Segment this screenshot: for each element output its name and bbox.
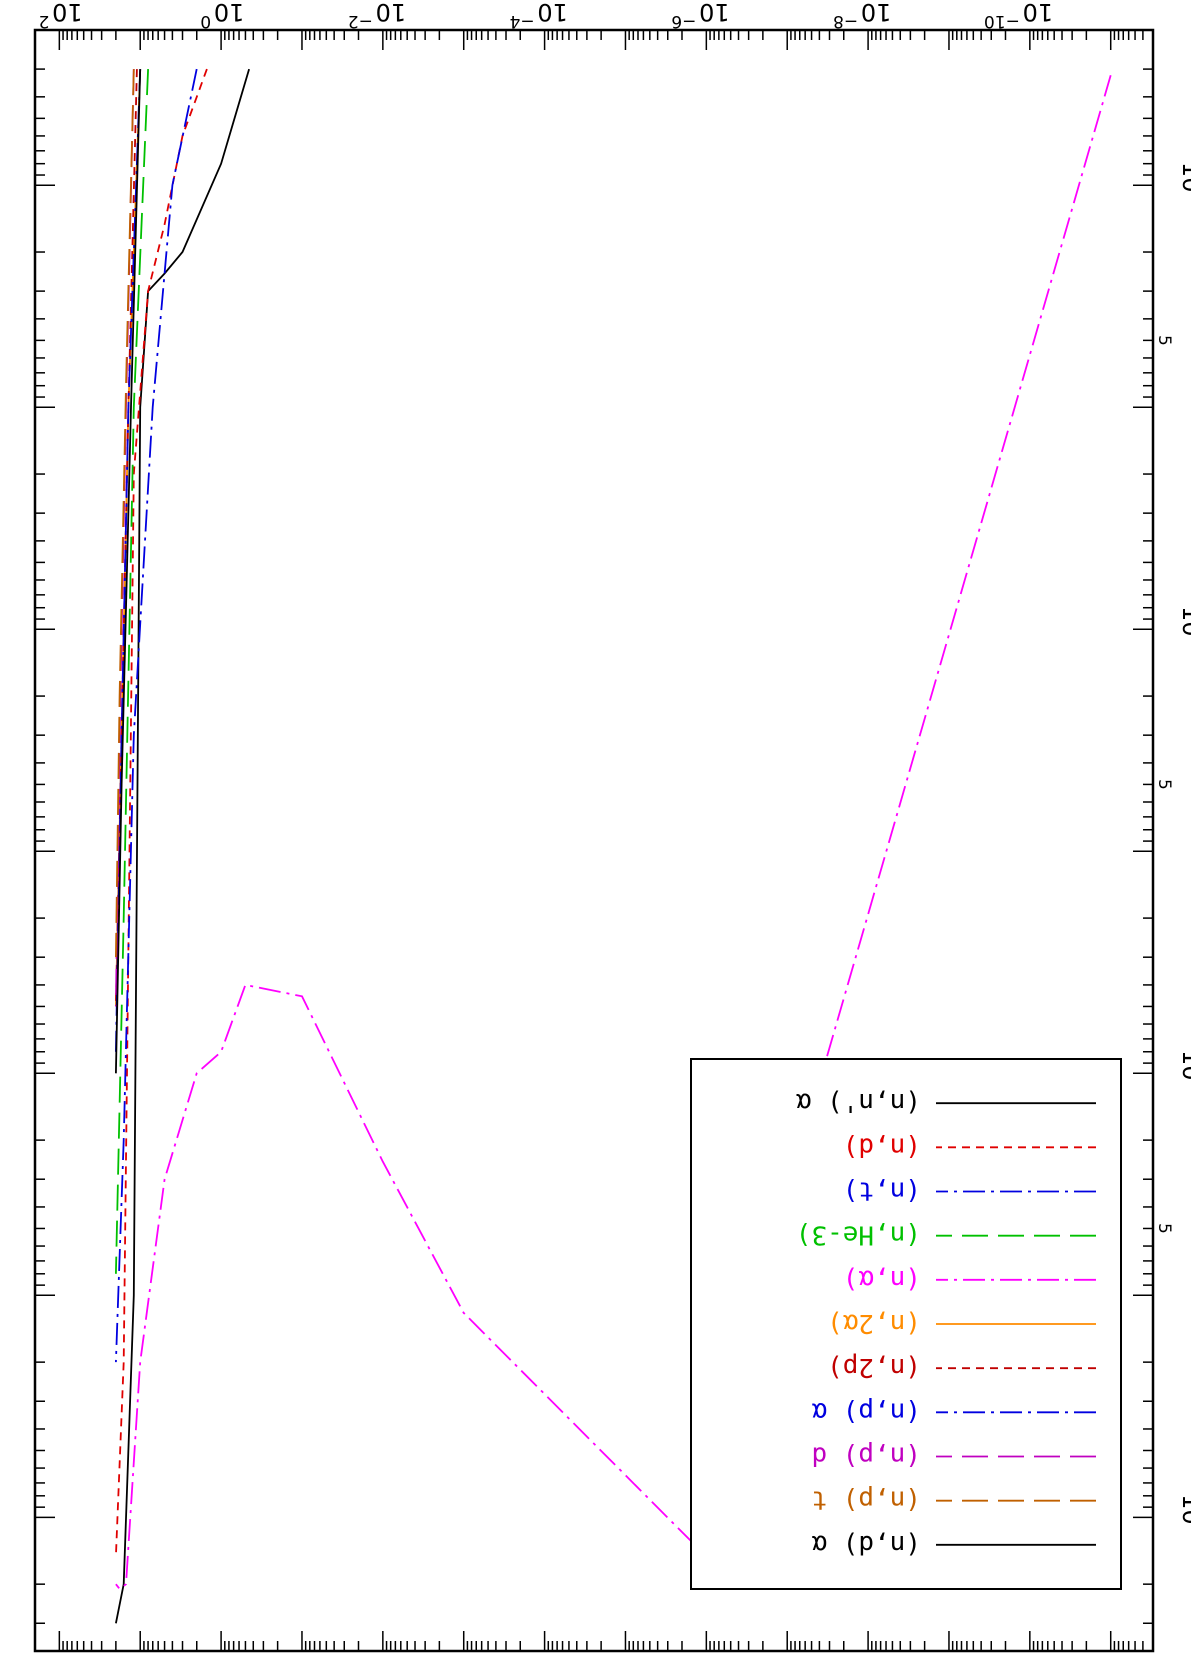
legend-label-10: (n,p) t [811, 1485, 921, 1515]
legend-label-2: (n,d) [843, 1131, 921, 1161]
x-tick-exp: 0 [200, 11, 211, 31]
series-line-1 [115, 68, 250, 1624]
legend-label-7: (n,2p) [827, 1352, 921, 1382]
y-tick-label: 10−2 [1177, 1494, 1191, 1554]
series-line-10 [115, 69, 135, 958]
x-tick-label: 10−2 [348, 0, 406, 31]
series-line-4 [115, 69, 149, 1274]
x-tick-label: 100 [200, 0, 244, 31]
x-tick-base: 10 [1023, 0, 1054, 26]
x-tick-base: 10 [861, 0, 892, 26]
x-tick-label: 10−8 [833, 0, 891, 31]
y-tick-label: 10−4 [1177, 1050, 1191, 1110]
y-axis [35, 29, 1153, 1652]
x-tick-base: 10 [376, 0, 407, 26]
x-tick-base: 10 [52, 0, 83, 26]
legend-label-6: (n,2α) [827, 1308, 921, 1338]
legend-label-8: (n,p) α [811, 1396, 921, 1426]
series-line-11 [115, 69, 142, 1074]
legend: (n,n') α (n,d) (n,t) (n,He-3) (n,α) (n,2α) (n,… [690, 1058, 1122, 1590]
y-tick-base: 10 [1177, 1050, 1191, 1081]
legend-label-3: (n,t) [843, 1176, 921, 1206]
x-tick-label: 102 [39, 0, 83, 31]
legend-label-1: (n,n') α [796, 1087, 921, 1117]
series-line-3 [115, 68, 198, 1363]
x-tick-label: 10−4 [510, 0, 568, 31]
legend-label-9: (n,p) d [811, 1441, 921, 1471]
x-tick-base: 10 [214, 0, 245, 26]
x-tick-exp: −2 [348, 11, 373, 31]
x-tick-exp: −10 [984, 11, 1020, 31]
series-lines [115, 68, 1112, 1624]
x-tick-base: 10 [699, 0, 730, 26]
x-tick-base: 10 [537, 0, 568, 26]
y-tick-label: 10−8 [1177, 162, 1191, 222]
x-tick-exp: −6 [671, 11, 696, 31]
x-axis [34, 30, 1154, 1651]
y-minor-label: 5 [1154, 779, 1174, 790]
y-minor-label: 5 [1154, 1223, 1174, 1234]
y-tick-base: 10 [1177, 162, 1191, 193]
legend-label-11: (n,d) α [811, 1529, 921, 1559]
x-tick-label: 10−6 [671, 0, 729, 31]
y-tick-base: 10 [1177, 1494, 1191, 1525]
series-line-5 [115, 75, 1112, 1591]
x-tick-exp: 2 [39, 11, 50, 31]
series-line-7 [115, 69, 138, 1007]
y-minor-label: 5 [1154, 335, 1174, 346]
series-line-2 [115, 68, 208, 1557]
legend-label-4: (n,He-3) [796, 1220, 921, 1250]
legend-label-5: (n,α) [843, 1264, 921, 1294]
y-tick-base: 10 [1177, 606, 1191, 637]
x-tick-exp: −4 [510, 11, 535, 31]
y-tick-label: 10−6 [1177, 606, 1191, 666]
x-tick-label: 10−10 [984, 0, 1053, 31]
x-tick-exp: −8 [833, 11, 858, 31]
